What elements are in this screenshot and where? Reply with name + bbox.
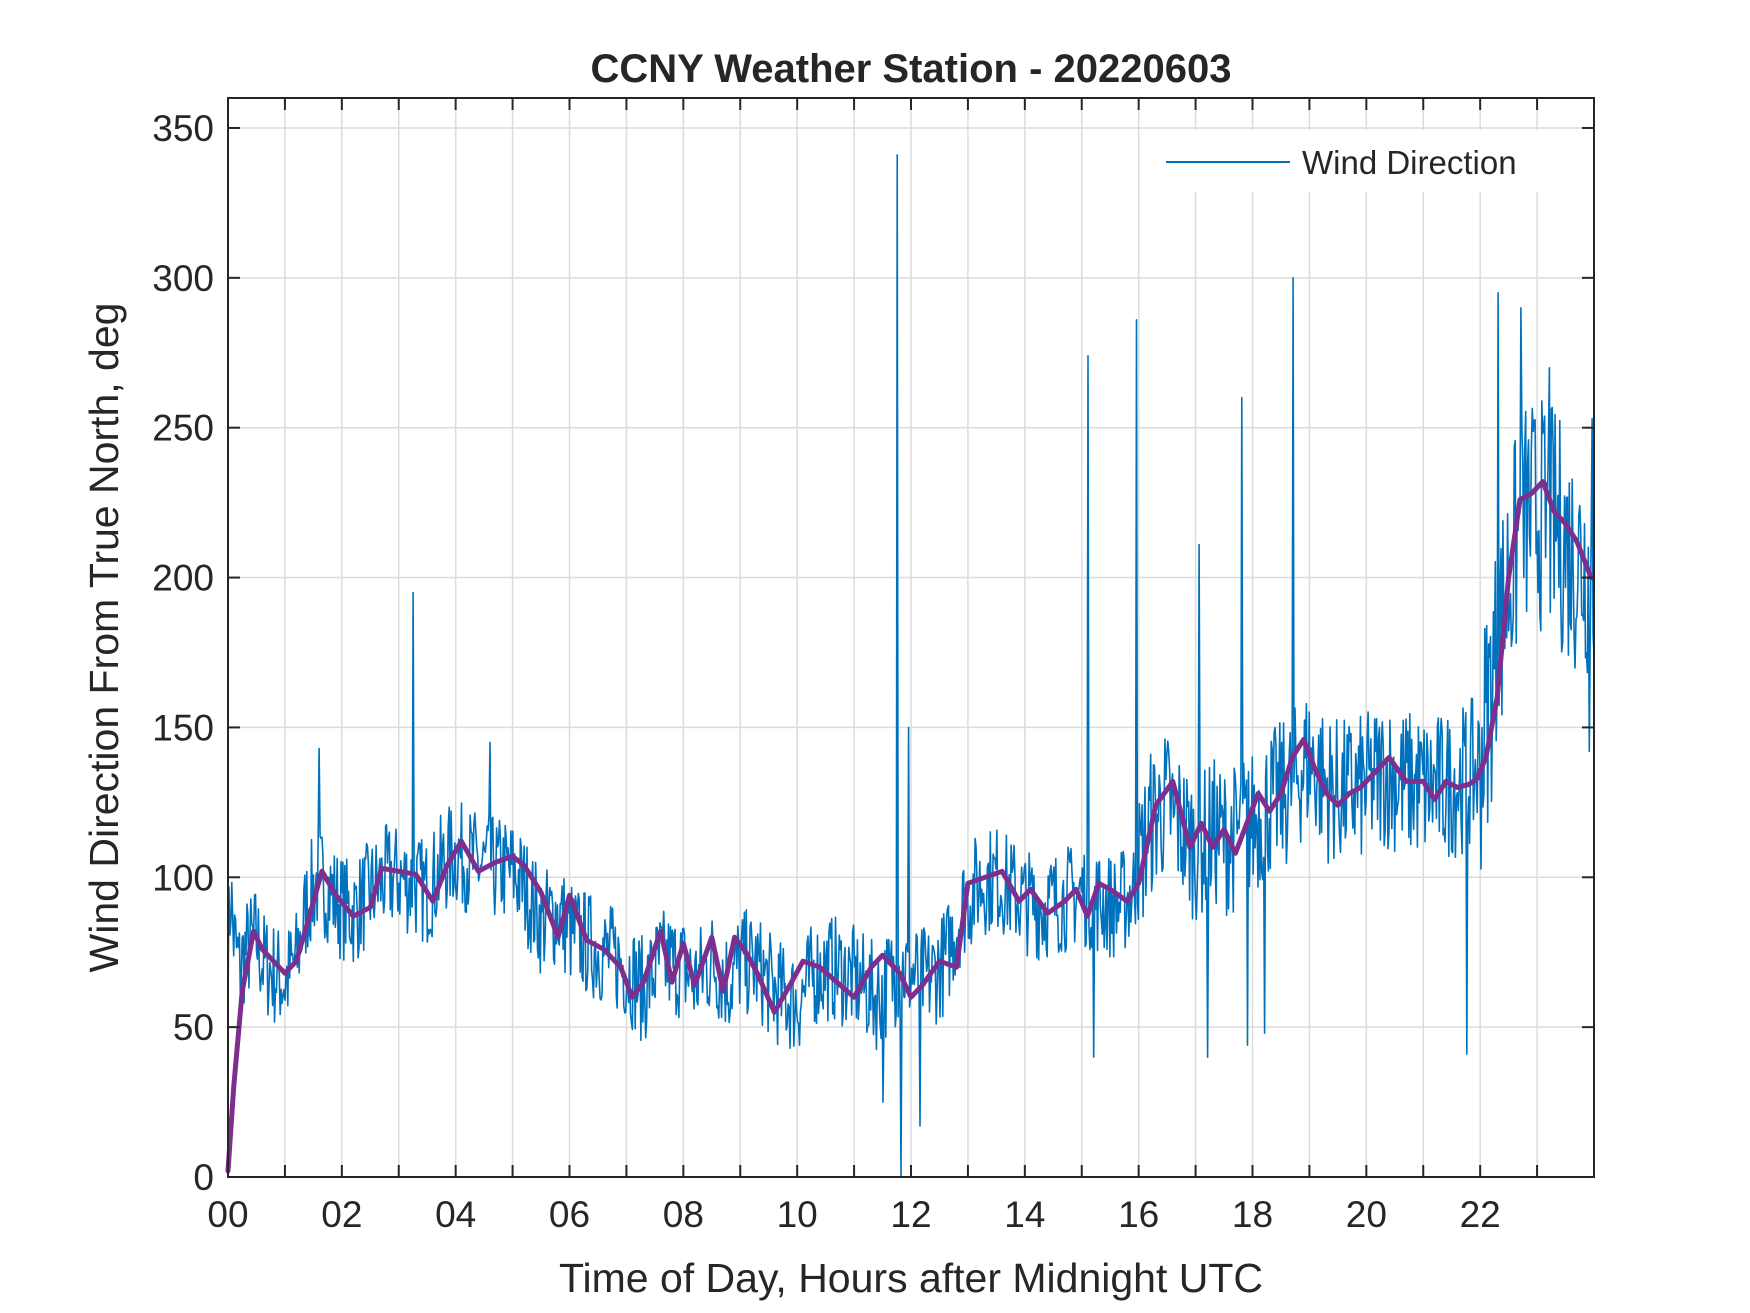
x-axis-label: Time of Day, Hours after Midnight UTC [559,1255,1263,1301]
y-tick-label: 350 [152,108,214,149]
y-tick-label: 200 [152,558,214,599]
x-tick-label: 12 [890,1194,931,1235]
x-tick-label: 20 [1346,1194,1387,1235]
x-tick-label: 22 [1460,1194,1501,1235]
y-tick-label: 0 [193,1157,214,1198]
x-tick-label: 18 [1232,1194,1273,1235]
x-tick-label: 08 [663,1194,704,1235]
x-tick-label: 10 [777,1194,818,1235]
series-layer [225,154,1595,1178]
legend-label-wind-direction: Wind Direction [1302,144,1517,181]
smoothed-trend-line [225,479,1594,1174]
y-axis-label: Wind Direction From True North, deg [81,303,127,973]
x-tick-label: 16 [1118,1194,1159,1235]
series-smoothed [225,479,1594,1174]
y-tick-label: 50 [173,1007,214,1048]
y-tick-label: 150 [152,707,214,748]
x-tick-label: 00 [207,1194,248,1235]
wind-direction-line [227,154,1595,1178]
x-tick-label: 06 [549,1194,590,1235]
x-tick-label: 14 [1004,1194,1045,1235]
y-tick-label: 300 [152,258,214,299]
legend: Wind Direction [1150,130,1550,192]
y-tick-label: 100 [152,857,214,898]
y-tick-label: 250 [152,408,214,449]
axes-layer: 00 02 04 06 08 10 12 14 16 18 20 22 0 50 100 150 200 250 3… [152,97,1595,1235]
x-tick-label: 02 [321,1194,362,1235]
chart-title: CCNY Weather Station - 20220603 [591,47,1232,91]
x-tick-label: 04 [435,1194,476,1235]
series-wind-direction [227,154,1595,1178]
